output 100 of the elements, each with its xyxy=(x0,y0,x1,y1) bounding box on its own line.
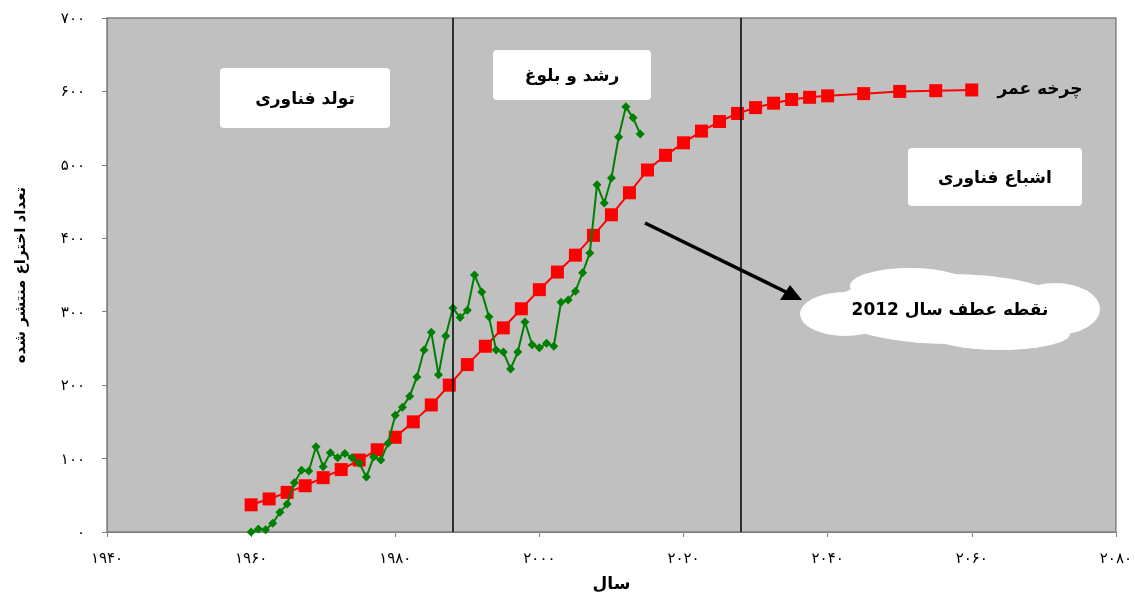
point xyxy=(803,90,817,104)
point xyxy=(334,463,348,477)
point xyxy=(470,270,480,280)
point xyxy=(532,283,546,297)
annotation: چرخه عمر xyxy=(995,77,1084,101)
point xyxy=(677,136,691,150)
point xyxy=(390,410,400,420)
point xyxy=(640,163,654,177)
y-tick-label: ۶۰۰ xyxy=(60,82,85,101)
y-tick-label: ۲۰۰ xyxy=(60,376,85,395)
y-tick-label: ۵۰۰ xyxy=(60,155,85,174)
point xyxy=(304,466,314,476)
x-tick-label: ۲۰۲۰ xyxy=(667,548,700,567)
point xyxy=(527,340,537,350)
point xyxy=(347,453,357,463)
point xyxy=(893,84,907,98)
point xyxy=(460,358,474,372)
x-tick-label: ۱۹۴۰ xyxy=(90,548,124,567)
y-axis-title: تعداد اختراع منتشر شده xyxy=(10,186,29,364)
point xyxy=(570,286,580,296)
point xyxy=(297,465,307,475)
point xyxy=(316,471,330,485)
point xyxy=(261,525,271,535)
point xyxy=(246,527,256,537)
point xyxy=(298,479,312,493)
point xyxy=(749,101,763,115)
point xyxy=(282,499,292,509)
point xyxy=(506,364,516,374)
point xyxy=(514,302,528,316)
point xyxy=(318,462,328,472)
point xyxy=(568,248,582,262)
point xyxy=(513,347,523,357)
point xyxy=(614,132,624,142)
y-tick-label: ۴۰۰ xyxy=(60,229,85,248)
point xyxy=(549,341,559,351)
point xyxy=(333,453,343,463)
note-box: اشباع فناوری xyxy=(908,148,1082,206)
y-tick-label: ۳۰۰ xyxy=(60,302,85,321)
point xyxy=(713,115,727,129)
point xyxy=(275,507,285,517)
point xyxy=(556,297,566,307)
y-tick-label: ۰ xyxy=(76,523,85,541)
point xyxy=(325,448,335,458)
point xyxy=(383,438,393,448)
point xyxy=(534,343,544,353)
point xyxy=(520,317,530,327)
point xyxy=(604,208,618,222)
point xyxy=(785,93,799,107)
point xyxy=(767,96,781,110)
point xyxy=(563,295,573,305)
point xyxy=(542,338,552,348)
point xyxy=(478,339,492,353)
point xyxy=(606,173,616,183)
note-box: تولد فناوری xyxy=(220,68,390,128)
x-tick-label: ۲۰۰۰ xyxy=(523,548,556,567)
point xyxy=(244,498,258,512)
point xyxy=(289,478,299,488)
point xyxy=(491,345,501,355)
note-box: رشد و بلوغ xyxy=(493,50,651,100)
point xyxy=(397,402,407,412)
point xyxy=(496,321,510,335)
point xyxy=(621,102,631,112)
point xyxy=(477,287,487,297)
y-tick-label: ۷۰۰ xyxy=(60,9,85,27)
x-tick-label: ۲۰۶۰ xyxy=(955,548,988,567)
point xyxy=(599,198,609,208)
point xyxy=(262,492,276,506)
point xyxy=(628,113,638,123)
point xyxy=(965,83,979,97)
point xyxy=(441,331,451,341)
x-tick-label: ۱۹۶۰ xyxy=(235,548,268,567)
point xyxy=(455,313,465,323)
point xyxy=(376,455,386,465)
point xyxy=(462,305,472,315)
point xyxy=(550,265,564,279)
point xyxy=(253,524,263,534)
point xyxy=(929,84,943,98)
x-tick-label: ۲۰۸۰ xyxy=(1099,548,1132,567)
x-tick-label: ۱۹۸۰ xyxy=(379,548,412,567)
point xyxy=(578,268,588,278)
point xyxy=(498,347,508,357)
point xyxy=(857,87,871,101)
point xyxy=(585,248,595,258)
point xyxy=(424,398,438,412)
point xyxy=(406,415,420,429)
point xyxy=(635,129,645,139)
point xyxy=(311,442,321,452)
point xyxy=(412,372,422,382)
point xyxy=(354,458,364,468)
point xyxy=(268,518,278,528)
point xyxy=(658,148,672,162)
x-tick-label: ۲۰۴۰ xyxy=(811,548,844,567)
point xyxy=(695,124,709,138)
point xyxy=(340,448,350,458)
point xyxy=(622,186,636,200)
point xyxy=(405,391,415,401)
point xyxy=(361,472,371,482)
x-axis-title: سال xyxy=(592,572,631,593)
point xyxy=(419,345,429,355)
point xyxy=(821,89,835,103)
